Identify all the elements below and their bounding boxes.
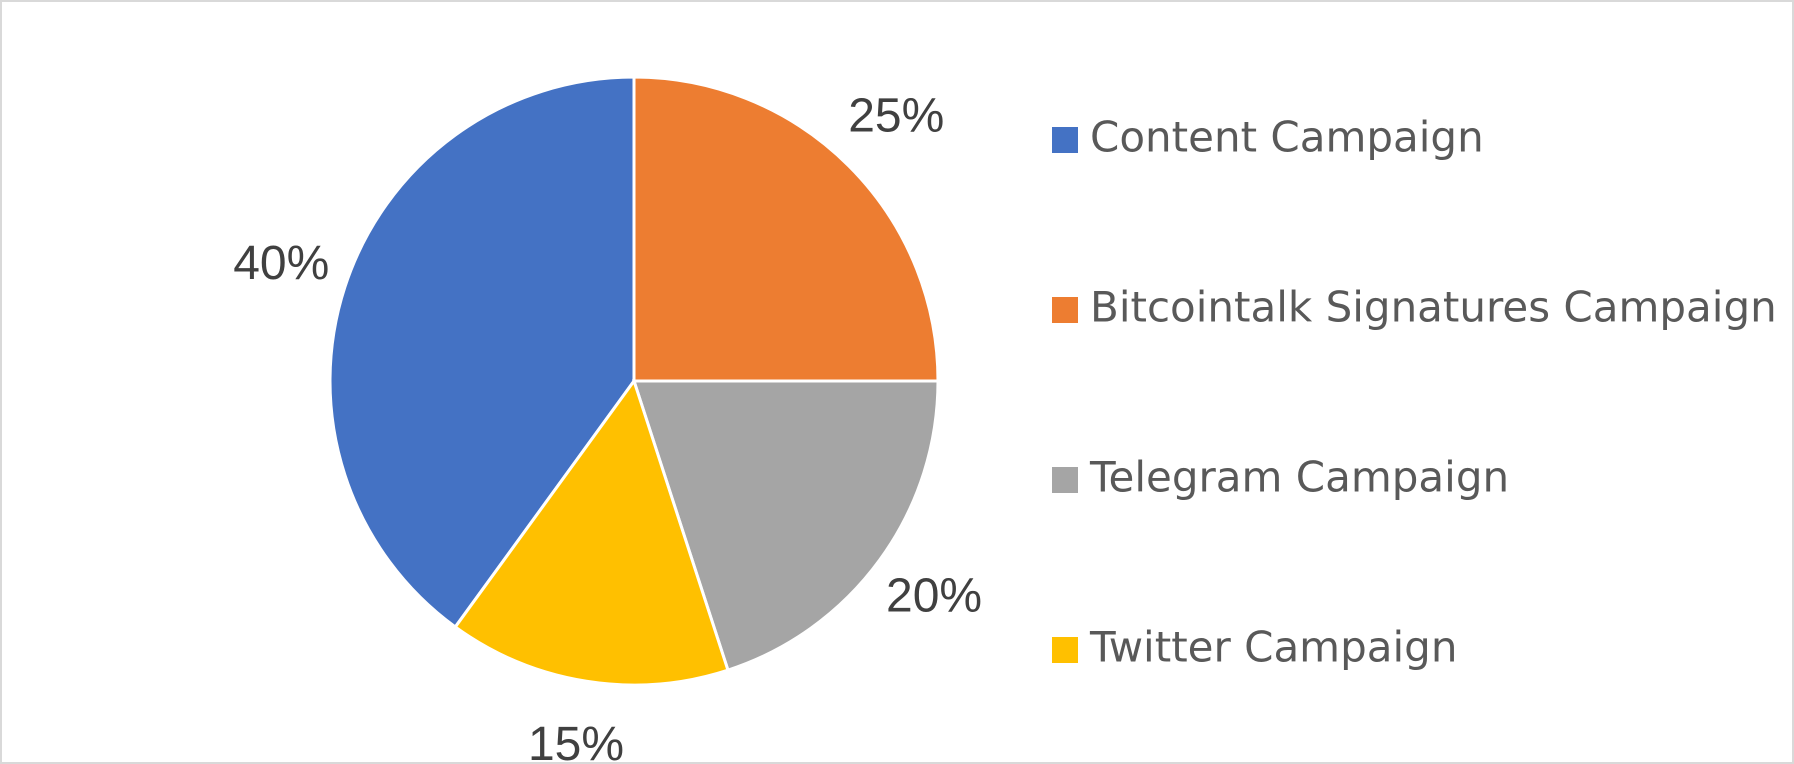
legend-label: Bitcointalk Signatures Campaign xyxy=(1090,283,1777,332)
pie-slice xyxy=(453,377,730,687)
legend-swatch xyxy=(1052,297,1078,323)
pie-slice xyxy=(632,75,940,383)
legend-swatch xyxy=(1052,127,1078,153)
legend-label: Twitter Campaign xyxy=(1089,623,1457,672)
legend-label: Telegram Campaign xyxy=(1089,453,1509,502)
legend-label: Content Campaign xyxy=(1090,113,1484,162)
data-label: 40% xyxy=(233,237,329,290)
pie-slice xyxy=(328,75,636,630)
pie-slice xyxy=(631,379,940,673)
data-label: 20% xyxy=(886,570,982,623)
data-label: 25% xyxy=(848,89,944,142)
legend-swatch xyxy=(1052,467,1078,493)
data-label: 15% xyxy=(528,718,624,764)
legend-swatch xyxy=(1052,637,1078,663)
